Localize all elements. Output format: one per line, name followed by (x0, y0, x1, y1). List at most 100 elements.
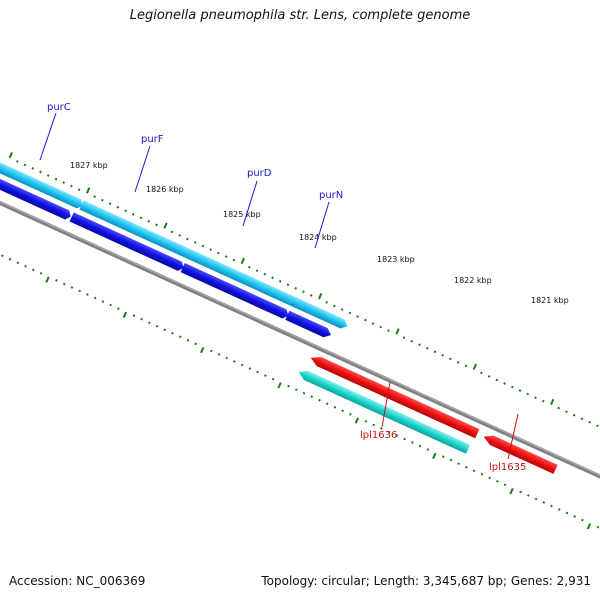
bottom-minor-tick (264, 374, 267, 377)
bottom-minor-tick (240, 363, 244, 367)
bottom-minor-tick (86, 293, 89, 296)
bottom-minor-tick (233, 360, 236, 363)
top-minor-tick (325, 301, 329, 304)
gene-purF[interactable] (79, 200, 349, 330)
bottom-minor-tick (426, 448, 430, 451)
gene-purC[interactable] (0, 156, 85, 210)
bottom-minor-tick (542, 501, 546, 504)
bottom-minor-tick (209, 349, 213, 353)
top-minor-tick (278, 279, 282, 283)
bottom-minor-tick (503, 483, 507, 487)
top-minor-tick (356, 315, 359, 318)
top-minor-tick (271, 276, 274, 280)
bottom-minor-tick (163, 328, 167, 332)
bottom-minor-tick (225, 356, 228, 360)
scale-ticks-top (8, 152, 599, 428)
bottom-minor-tick (8, 257, 12, 261)
top-minor-tick (286, 283, 290, 287)
gene-label-lpl1636[interactable]: lpl1636 (360, 430, 397, 441)
top-minor-tick (248, 265, 251, 269)
gene-purN-segment[interactable] (285, 310, 333, 340)
bottom-major-tick (122, 311, 128, 318)
top-minor-tick (410, 339, 414, 343)
bottom-minor-tick (55, 279, 58, 282)
top-minor-tick (580, 417, 584, 421)
bottom-minor-tick (287, 384, 290, 388)
top-minor-tick (480, 371, 483, 375)
bottom-minor-tick (333, 405, 337, 409)
scale-label-1822: 1822 kbp (454, 276, 492, 285)
top-minor-tick (379, 325, 383, 329)
top-minor-tick (209, 248, 212, 251)
gene-label-purD[interactable]: purD (247, 168, 272, 179)
bottom-minor-tick (16, 261, 20, 265)
top-minor-tick (340, 308, 344, 311)
top-major-tick (85, 187, 91, 194)
bottom-minor-tick (519, 490, 522, 494)
top-minor-tick (518, 389, 522, 392)
top-minor-tick (217, 251, 220, 255)
top-major-tick (8, 152, 13, 159)
top-major-tick (472, 363, 478, 370)
bottom-minor-tick (449, 458, 453, 462)
top-minor-tick (387, 329, 390, 332)
bottom-minor-tick (349, 413, 352, 416)
gene-purC-segment[interactable] (0, 170, 73, 222)
bottom-major-tick (354, 417, 360, 424)
bottom-minor-tick (302, 391, 306, 395)
bottom-minor-tick (39, 272, 43, 275)
bottom-minor-tick (248, 367, 252, 370)
bottom-minor-tick (147, 321, 151, 325)
bottom-minor-tick (171, 331, 174, 335)
bottom-major-tick (200, 346, 205, 354)
bottom-minor-tick (364, 420, 368, 423)
gene-label-purN[interactable]: purN (319, 190, 343, 201)
bottom-minor-tick (565, 511, 569, 515)
top-major-tick (163, 222, 168, 229)
bottom-minor-tick (480, 472, 484, 476)
top-minor-tick (495, 378, 499, 382)
top-minor-tick (186, 237, 189, 241)
top-minor-tick (433, 350, 437, 354)
gene-lpl1635-a[interactable] (309, 353, 480, 439)
bottom-major-tick (432, 452, 437, 459)
bottom-minor-tick (1, 254, 4, 258)
bottom-minor-tick (581, 518, 584, 522)
top-minor-tick (116, 205, 120, 209)
top-minor-tick (557, 406, 561, 410)
top-major-tick (550, 398, 555, 406)
gene-label-purF[interactable]: purF (141, 134, 164, 145)
bottom-minor-tick (472, 469, 476, 473)
bottom-minor-tick (325, 402, 329, 406)
top-minor-tick (534, 396, 537, 399)
top-minor-tick (46, 174, 50, 177)
top-minor-tick (402, 336, 406, 339)
bottom-minor-tick (217, 353, 221, 356)
bottom-minor-tick (418, 444, 422, 448)
top-minor-tick (572, 413, 576, 417)
gene-purF-segment[interactable] (69, 212, 186, 272)
bottom-minor-tick (488, 476, 491, 480)
top-minor-tick (510, 385, 514, 389)
gene-purD-segment[interactable] (180, 263, 291, 320)
bottom-minor-tick (140, 317, 143, 321)
gene-lpl1635-b[interactable] (482, 432, 558, 474)
top-minor-tick (124, 209, 127, 213)
top-minor-tick (193, 241, 197, 244)
top-minor-tick (232, 258, 236, 262)
gene-label-lpl1635[interactable]: lpl1635 (489, 462, 526, 473)
bottom-minor-tick (403, 437, 406, 441)
bottom-minor-tick (372, 423, 375, 427)
top-minor-tick (456, 361, 460, 364)
top-minor-tick (155, 223, 158, 227)
top-minor-tick (526, 392, 530, 396)
top-major-tick (318, 293, 323, 300)
bottom-minor-tick (194, 342, 198, 346)
gene-label-purC[interactable]: purC (47, 102, 71, 113)
top-minor-tick (178, 234, 182, 237)
top-minor-tick (263, 272, 267, 276)
top-minor-tick (541, 399, 545, 403)
bottom-minor-tick (93, 296, 97, 300)
top-minor-tick (23, 163, 27, 167)
bottom-minor-tick (465, 465, 468, 469)
